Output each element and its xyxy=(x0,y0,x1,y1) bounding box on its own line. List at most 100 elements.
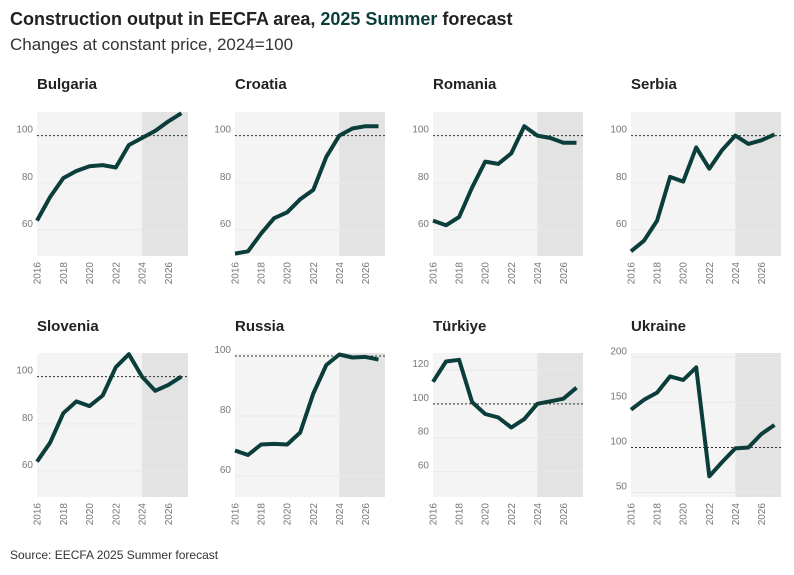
y-tick-label: 60 xyxy=(220,219,232,230)
y-tick-label: 80 xyxy=(616,172,628,183)
y-tick-label: 60 xyxy=(220,465,232,476)
panel-russia: Russia 60 80 100 2016 2018 2020 2022 2024 2026 xyxy=(214,318,385,525)
panel-croatia: Croatia 60 80 100 2016 2018 2020 2022 2024 2026 xyxy=(214,76,385,284)
x-tick-label: 2018 xyxy=(653,503,664,526)
panel-trkiye: Türkiye 60 80 100 120 2016 2018 2020 2022 2024 202… xyxy=(412,318,583,525)
x-tick-label: 2026 xyxy=(361,503,372,526)
y-tick-label: 100 xyxy=(16,366,33,377)
y-tick-label: 100 xyxy=(16,125,33,136)
x-tick-label: 2026 xyxy=(757,262,768,285)
x-tick-label: 2020 xyxy=(679,503,690,526)
x-tick-label: 2022 xyxy=(705,262,716,285)
chart-title-suffix: forecast xyxy=(437,9,513,29)
series-line xyxy=(234,124,379,256)
series-line xyxy=(431,357,578,430)
x-tick-label: 2018 xyxy=(653,262,664,285)
x-tick-label: 2018 xyxy=(455,262,466,285)
panel-title: Bulgaria xyxy=(37,76,98,93)
y-tick-label: 120 xyxy=(412,359,429,370)
chart-title-prefix: Construction output in EECFA area, xyxy=(10,9,321,29)
y-tick-label: 200 xyxy=(610,347,627,358)
x-tick-label: 2016 xyxy=(627,503,638,526)
panel-title: Russia xyxy=(235,318,285,335)
y-tick-label: 100 xyxy=(214,345,231,356)
y-tick-label: 100 xyxy=(610,437,627,448)
x-tick-label: 2016 xyxy=(429,262,440,285)
panel-bulgaria: Bulgaria 60 80 100 2016 2018 2020 2022 2024 2026 xyxy=(16,76,188,284)
x-tick-label: 2024 xyxy=(533,503,544,526)
panel-slovenia: Slovenia 60 80 100 2016 2018 2020 2022 2024 2026 xyxy=(16,318,188,525)
x-tick-label: 2020 xyxy=(85,262,96,285)
x-tick-label: 2022 xyxy=(507,503,518,526)
x-tick-label: 2024 xyxy=(335,503,346,526)
x-tick-label: 2016 xyxy=(33,262,44,285)
chart-title-highlight: 2025 Summer xyxy=(320,9,438,29)
series-line xyxy=(234,352,379,457)
series-line xyxy=(629,365,776,479)
source-note: Source: EECFA 2025 Summer forecast xyxy=(10,548,219,562)
x-tick-label: 2026 xyxy=(559,262,570,285)
y-tick-label: 50 xyxy=(616,482,628,493)
x-tick-label: 2020 xyxy=(481,503,492,526)
x-tick-label: 2022 xyxy=(111,262,122,285)
x-tick-label: 2020 xyxy=(679,262,690,285)
y-tick-label: 60 xyxy=(22,219,34,230)
forecast-shading xyxy=(339,353,385,497)
panel-title: Türkiye xyxy=(433,318,486,335)
panel-ukraine: Ukraine 50 100 150 200 2016 2018 2020 2022 2024 20… xyxy=(610,318,781,525)
x-tick-label: 2024 xyxy=(335,262,346,285)
series-line xyxy=(35,352,183,463)
y-tick-label: 60 xyxy=(616,219,628,230)
series-line xyxy=(432,124,577,228)
y-tick-label: 100 xyxy=(412,125,429,136)
x-tick-label: 2020 xyxy=(481,262,492,285)
x-tick-label: 2026 xyxy=(361,262,372,285)
panel-serbia: Serbia 60 80 100 2016 2018 2020 2022 2024 2026 xyxy=(610,76,781,284)
panel-title: Serbia xyxy=(631,76,678,93)
forecast-shading xyxy=(537,112,583,256)
y-tick-label: 60 xyxy=(22,460,34,471)
y-tick-label: 80 xyxy=(22,172,34,183)
panel-title: Romania xyxy=(433,76,497,93)
x-tick-label: 2018 xyxy=(59,503,70,526)
panel-title: Croatia xyxy=(235,76,287,93)
y-tick-label: 80 xyxy=(220,405,232,416)
x-tick-label: 2018 xyxy=(257,503,268,526)
forecast-shading xyxy=(142,353,188,497)
y-tick-label: 100 xyxy=(610,125,627,136)
y-tick-label: 100 xyxy=(412,393,429,404)
forecast-shading xyxy=(735,112,781,256)
x-tick-label: 2022 xyxy=(705,503,716,526)
y-tick-label: 80 xyxy=(22,413,34,424)
forecast-shading xyxy=(339,112,385,256)
x-tick-label: 2020 xyxy=(283,262,294,285)
panel-title: Ukraine xyxy=(631,318,686,335)
x-tick-label: 2026 xyxy=(757,503,768,526)
y-tick-label: 80 xyxy=(418,172,430,183)
x-tick-label: 2024 xyxy=(138,262,149,285)
x-tick-label: 2024 xyxy=(533,262,544,285)
x-tick-label: 2018 xyxy=(59,262,70,285)
panel-romania: Romania 60 80 100 2016 2018 2020 2022 2024 2026 xyxy=(412,76,583,284)
x-tick-label: 2020 xyxy=(85,503,96,526)
y-tick-label: 60 xyxy=(418,461,430,472)
x-tick-label: 2024 xyxy=(731,503,742,526)
y-tick-label: 150 xyxy=(610,392,627,403)
x-tick-label: 2018 xyxy=(257,262,268,285)
chart-title: Construction output in EECFA area, 2025 … xyxy=(10,9,512,30)
x-tick-label: 2022 xyxy=(309,503,320,526)
series-line xyxy=(35,111,183,222)
x-tick-label: 2022 xyxy=(507,262,518,285)
x-tick-label: 2016 xyxy=(627,262,638,285)
x-tick-label: 2026 xyxy=(164,503,175,526)
x-tick-label: 2024 xyxy=(138,503,149,526)
x-tick-label: 2024 xyxy=(731,262,742,285)
y-tick-label: 80 xyxy=(220,172,232,183)
forecast-shading xyxy=(537,353,583,497)
y-tick-label: 80 xyxy=(418,427,430,438)
chart-subtitle: Changes at constant price, 2024=100 xyxy=(10,35,294,54)
x-tick-label: 2016 xyxy=(231,503,242,526)
panel-title: Slovenia xyxy=(37,318,99,335)
x-tick-label: 2016 xyxy=(429,503,440,526)
